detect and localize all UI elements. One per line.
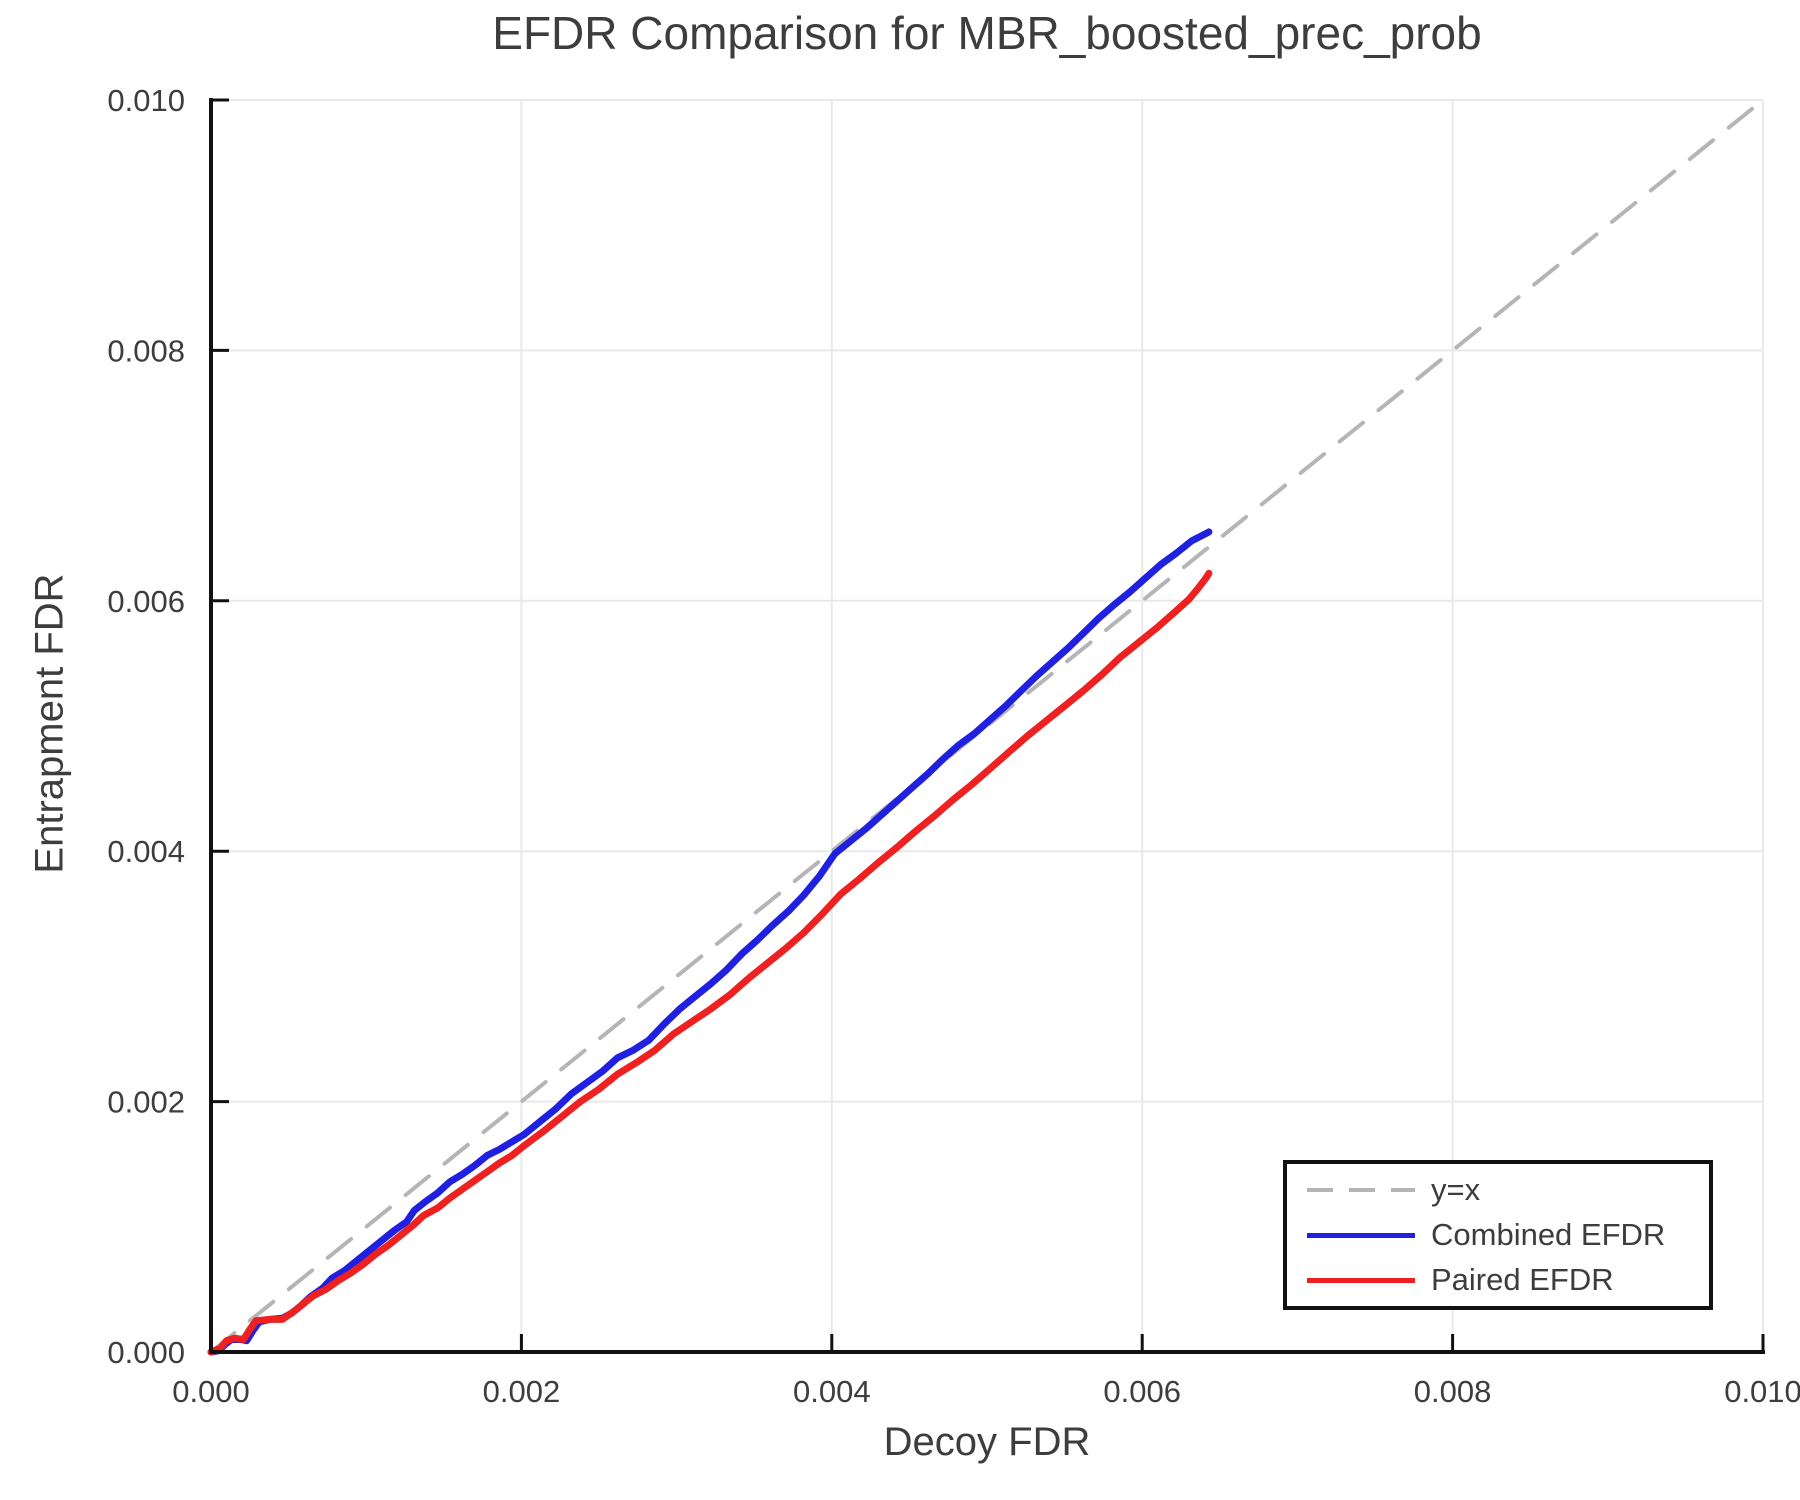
legend-label: y=x [1431, 1172, 1481, 1207]
x-tick-label: 0.000 [172, 1374, 250, 1409]
series-line-combined-efdr [207, 528, 1213, 1356]
x-tick-label: 0.002 [483, 1374, 561, 1409]
x-axis-label: Decoy FDR [883, 1420, 1091, 1464]
y-tick-label: 0.010 [107, 83, 185, 118]
x-tick-label: 0.006 [1103, 1374, 1181, 1409]
x-tick-label: 0.004 [793, 1374, 871, 1409]
legend-entry-yx: y=x [1307, 1171, 1709, 1209]
y-tick-label: 0.002 [107, 1085, 185, 1120]
y-tick-label: 0.004 [107, 834, 185, 869]
legend-solid-line-sample [1307, 1277, 1415, 1283]
legend-solid-line-sample [1307, 1232, 1415, 1238]
y-tick-label: 0.000 [107, 1335, 185, 1370]
legend-box: y=x Combined EFDR Paired EFDR [1283, 1160, 1713, 1310]
legend-dashed-line-sample [1307, 1188, 1415, 1192]
x-tick-label: 0.010 [1724, 1374, 1800, 1409]
data-series [207, 98, 1765, 1356]
chart-title: EFDR Comparison for MBR_boosted_prec_pro… [492, 7, 1482, 59]
tick-labels: 0.000 0.002 0.004 0.006 0.008 0.010 0.000 0.002… [107, 83, 1800, 1409]
series-line-y-x [209, 98, 1765, 1354]
x-tick-label: 0.008 [1414, 1374, 1492, 1409]
axis-spines [209, 98, 1765, 1354]
legend-entry-combined: Combined EFDR [1307, 1216, 1709, 1254]
y-tick-label: 0.008 [107, 333, 185, 368]
gridlines [210, 99, 1764, 1353]
legend-label: Paired EFDR [1431, 1262, 1614, 1297]
legend-label: Combined EFDR [1431, 1217, 1666, 1252]
series-line-paired-efdr [207, 569, 1213, 1356]
legend-entry-paired: Paired EFDR [1307, 1261, 1709, 1299]
y-tick-label: 0.006 [107, 584, 185, 619]
